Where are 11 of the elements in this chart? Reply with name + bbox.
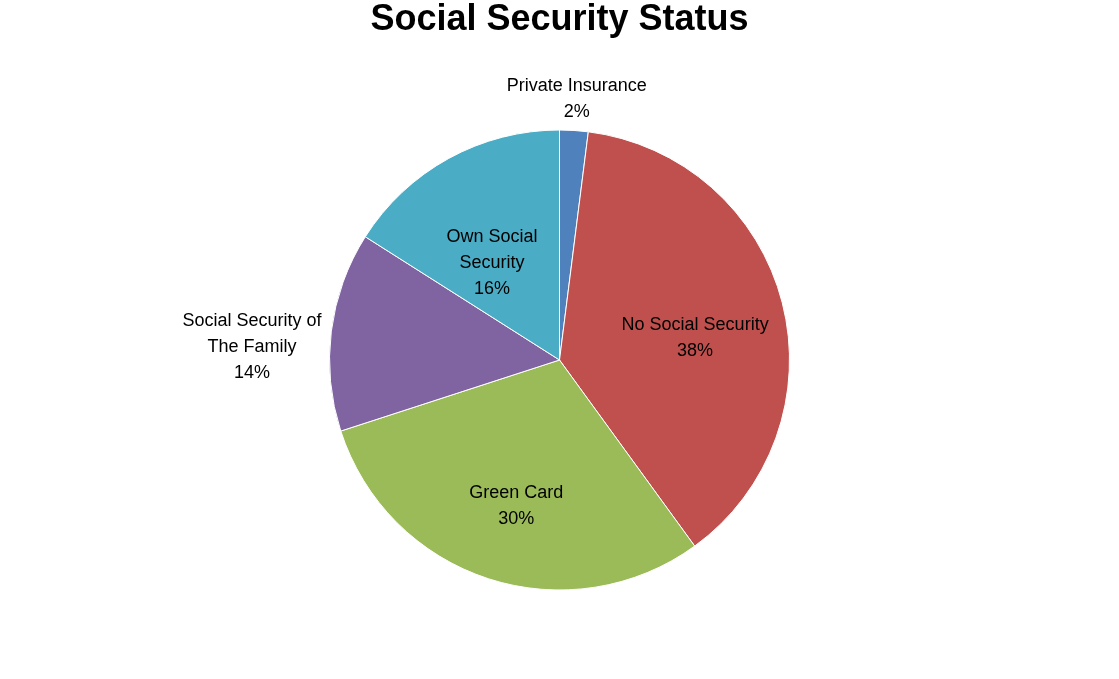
data-label: 14% [233, 362, 270, 383]
slice-label: Social Security of The Family [182, 310, 323, 357]
chart-title: Social Security Status [370, 0, 749, 38]
slice-label: Own Social Security [446, 226, 538, 273]
data-label: 2% [563, 100, 590, 121]
data-label: 16% [474, 278, 511, 299]
data-label: 38% [677, 340, 714, 361]
slice-label: No Social Security [621, 314, 769, 335]
slice-label: Green Card [469, 482, 564, 503]
slice-label: Private Insurance [506, 74, 647, 95]
data-label: 30% [498, 508, 535, 529]
